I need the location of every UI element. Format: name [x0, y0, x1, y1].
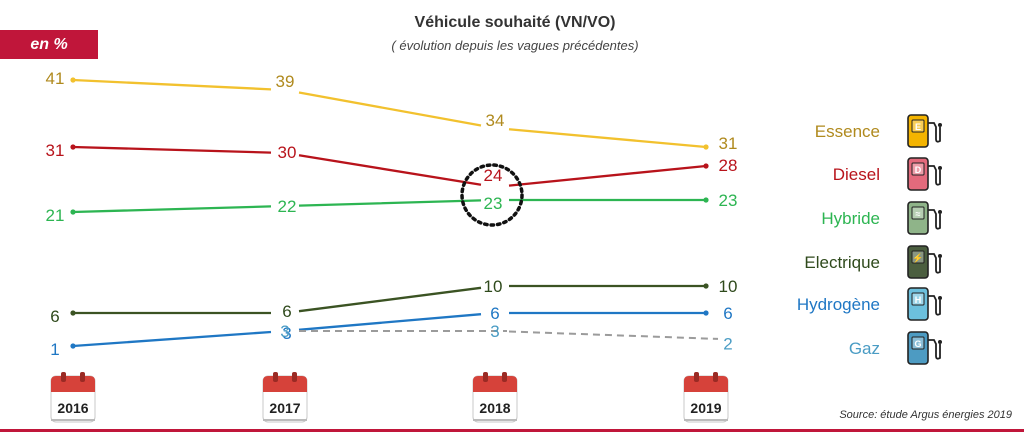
- data-point-essence-2016: [70, 77, 76, 83]
- data-point-diesel-2016: [70, 144, 76, 150]
- pump-letter-essence: E: [915, 122, 921, 132]
- data-label-gaz-2018: 3: [490, 322, 499, 341]
- fuel-pump-icon-electrique: ⚡: [907, 245, 942, 279]
- data-label-gaz-2019: 2: [723, 335, 732, 354]
- legend-label-diesel: Diesel: [833, 165, 880, 184]
- bottom-rule: [0, 429, 1024, 432]
- source-note: Source: étude Argus énergies 2019: [839, 409, 1012, 421]
- series-line-essence: [72, 78, 707, 149]
- series-line-diesel: [72, 145, 707, 187]
- data-point-hybride-2016: [70, 209, 76, 215]
- x-tick-label-2017: 2017: [269, 400, 300, 416]
- calendar-icon-2019: 2019: [683, 372, 729, 423]
- data-point-electrique-2019: [703, 283, 709, 289]
- fuel-pump-icon-hydrogene: H: [907, 287, 942, 321]
- data-label-hybride-2017: 22: [278, 197, 297, 216]
- calendar-icon-2018: 2018: [472, 372, 518, 423]
- calendar-icon-2017: 2017: [262, 372, 308, 423]
- x-tick-label-2019: 2019: [690, 400, 721, 416]
- chart-subtitle: ( évolution depuis les vagues précédente…: [391, 38, 639, 53]
- data-label-essence-2017: 39: [276, 72, 295, 91]
- fuel-pump-icon-hybride: ≈: [907, 201, 942, 235]
- data-label-electrique-2017: 6: [282, 302, 291, 321]
- data-label-electrique-2016: 6: [50, 307, 59, 326]
- series-line-hybride: [72, 198, 706, 214]
- data-point-essence-2019: [703, 144, 709, 150]
- calendar-icon-2016: 2016: [50, 372, 96, 423]
- legend-label-hydrogene: Hydrogène: [797, 295, 880, 314]
- data-label-hydrogene-2018: 6: [490, 304, 499, 323]
- data-label-essence-2018: 34: [486, 111, 505, 130]
- data-label-electrique-2019: 10: [719, 277, 738, 296]
- data-label-diesel-2016: 31: [46, 141, 65, 160]
- x-tick-label-2018: 2018: [479, 400, 510, 416]
- data-label-hybride-2018: 23: [484, 194, 503, 213]
- data-point-electrique-2016: [70, 310, 76, 316]
- pump-letter-diesel: D: [915, 165, 922, 175]
- pump-letter-gaz: G: [914, 339, 921, 349]
- data-label-essence-2019: 31: [719, 134, 738, 153]
- unit-badge: en %: [0, 30, 98, 59]
- series-line-hydrogene: [72, 311, 706, 348]
- data-label-hydrogene-2017: 3: [282, 324, 291, 343]
- data-label-diesel-2017: 30: [278, 143, 297, 162]
- pump-letter-electrique: ⚡: [912, 252, 923, 264]
- pump-letter-hybride: ≈: [916, 209, 921, 219]
- legend-label-gaz: Gaz: [849, 339, 880, 358]
- data-label-hydrogene-2019: 6: [723, 304, 732, 323]
- pump-letter-hydrogene: H: [915, 295, 922, 305]
- legend-label-electrique: Electrique: [804, 253, 880, 272]
- data-label-diesel-2019: 28: [719, 156, 738, 175]
- fuel-pump-icon-gaz: G: [907, 331, 942, 365]
- data-label-hybride-2016: 21: [46, 206, 65, 225]
- x-tick-label-2016: 2016: [57, 400, 88, 416]
- legend-label-hybride: Hybride: [821, 209, 880, 228]
- data-point-diesel-2019: [703, 163, 709, 169]
- data-label-essence-2016: 41: [46, 69, 65, 88]
- chart-title: Véhicule souhaité (VN/VO): [414, 14, 616, 31]
- data-label-gaz-2017: 3: [280, 322, 289, 341]
- data-label-hybride-2019: 23: [719, 191, 738, 210]
- data-label-electrique-2018: 10: [484, 277, 503, 296]
- legend-label-essence: Essence: [815, 122, 880, 141]
- series-line-electrique: [73, 284, 706, 315]
- fuel-pump-icon-diesel: D: [907, 157, 942, 191]
- fuel-pump-icon-essence: E: [907, 114, 942, 148]
- data-point-hydrogene-2016: [70, 343, 76, 349]
- data-point-hydrogene-2019: [703, 310, 709, 316]
- data-point-hybride-2019: [703, 197, 709, 203]
- data-label-hydrogene-2016: 1: [50, 340, 59, 359]
- data-label-diesel-2018: 24: [484, 166, 503, 185]
- series-line-gaz: [299, 330, 719, 340]
- highlight-circle: [460, 163, 524, 227]
